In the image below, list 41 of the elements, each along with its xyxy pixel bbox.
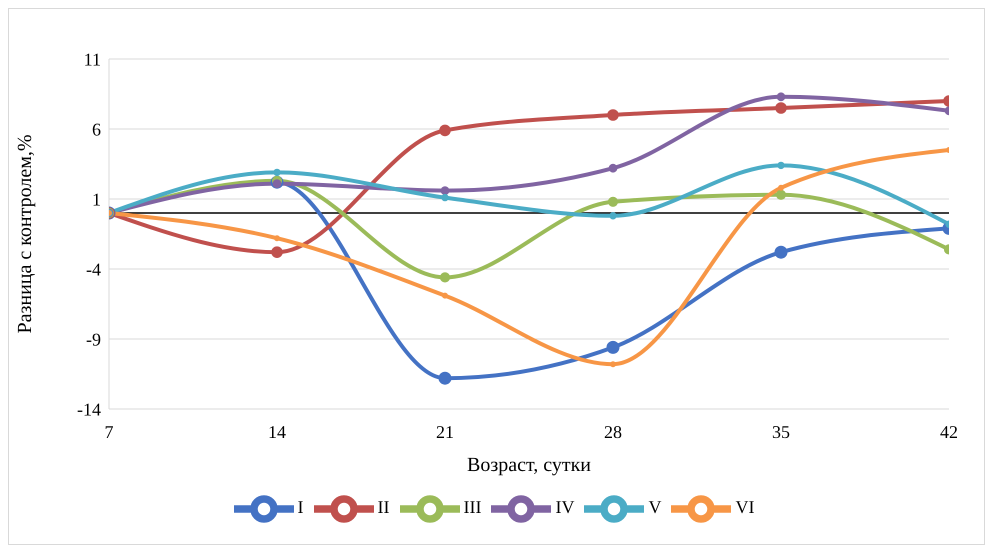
x-tick-label: 21 [436,422,454,442]
point [439,124,451,136]
x-tick-label: 28 [604,422,622,442]
x-tick-label: 14 [268,422,286,442]
point [610,361,616,368]
point [608,164,618,173]
point [777,162,785,170]
point [271,246,283,258]
point [609,212,617,220]
point [774,246,788,259]
y-tick-label: 6 [92,119,101,140]
point [608,196,618,207]
point [607,109,619,121]
legend-label: V [648,497,662,518]
y-tick-label: 11 [84,49,101,70]
y-tick-label: -4 [86,259,101,280]
point [778,184,784,191]
legend-label: I [298,497,304,518]
point [775,102,787,114]
x-tick-label: 35 [772,422,790,442]
point [274,235,280,242]
legend-label: VI [735,497,754,518]
point [442,292,448,299]
y-tick-label: -14 [77,399,101,420]
point [776,190,786,200]
y-tick-label: 1 [92,189,101,210]
point [441,194,449,202]
x-tick-label: 42 [940,422,958,442]
x-axis-title: Возраст, сутки [466,454,592,476]
point [440,186,450,195]
y-axis-title: Разница с контролем,% [14,134,36,334]
y-tick-label: -9 [86,329,101,350]
legend-label: II [378,497,390,518]
point [438,372,452,385]
legend-label: IV [555,497,574,518]
point [440,272,450,282]
x-tick-label: 7 [104,422,114,442]
point [606,340,620,354]
legend-label: III [464,497,482,518]
point [273,168,281,176]
point [776,92,786,102]
